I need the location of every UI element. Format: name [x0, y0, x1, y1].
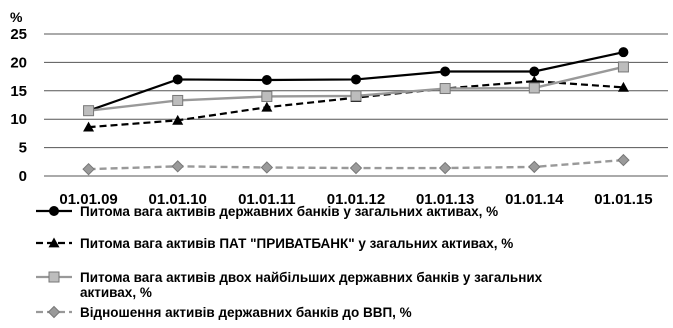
x-tick-label: 01.01.10	[149, 191, 207, 208]
legend-label: Відношення активів державних банків до В…	[80, 305, 412, 320]
x-tick-label: 01.01.15	[594, 191, 652, 208]
data-point	[351, 74, 361, 85]
data-point	[261, 75, 272, 86]
series-4	[82, 153, 630, 176]
data-point	[439, 83, 451, 95]
data-point	[83, 105, 95, 117]
data-point	[617, 61, 629, 73]
data-point	[261, 101, 273, 112]
y-tick-labels: 0 5 10 15 20 25	[10, 26, 27, 185]
legend-item-1: Питома вага активів державних банків у з…	[36, 204, 498, 219]
x-tick-label: 01.01.12	[327, 191, 385, 208]
series-3	[83, 61, 629, 117]
legend-label: Питома вага активів двох найбільших держ…	[80, 270, 543, 285]
y-tick-label: 25	[10, 26, 27, 43]
legend-label: активах, %	[80, 285, 152, 300]
data-point	[172, 74, 183, 85]
data-point	[617, 81, 629, 92]
data-point	[48, 237, 60, 248]
x-tick-label: 01.01.14	[505, 191, 564, 208]
data-point	[82, 162, 95, 176]
data-point	[83, 121, 95, 132]
data-point	[438, 161, 452, 175]
data-point	[260, 161, 274, 174]
legend: Питома вага активів державних банків у з…	[36, 204, 543, 320]
legend-label: Питома вага активів державних банків у з…	[80, 204, 498, 219]
series-1	[83, 47, 629, 116]
series-line	[88, 65, 624, 112]
data-point	[171, 160, 184, 173]
y-tick-label: 10	[10, 111, 27, 128]
data-point	[618, 47, 629, 58]
y-tick-label: 5	[19, 140, 27, 157]
legend-item-4: Відношення активів державних банків до В…	[36, 305, 412, 320]
legend-label: Питома вага активів ПАТ "ПРИВАТБАНК" у з…	[80, 236, 513, 251]
y-tick-label: 0	[19, 168, 27, 185]
data-point	[617, 153, 630, 167]
data-point	[440, 66, 451, 77]
data-point	[528, 160, 541, 174]
data-point	[349, 161, 363, 175]
y-axis-unit: %	[10, 9, 23, 25]
legend-item-3: Питома вага активів двох найбільших держ…	[36, 270, 543, 300]
data-point	[528, 82, 540, 94]
x-tick-label: 01.01.09	[59, 191, 117, 208]
y-tick-label: 20	[10, 54, 27, 71]
y-tick-label: 15	[10, 83, 27, 100]
series-line	[88, 80, 624, 129]
data-point	[48, 271, 60, 283]
x-tick-label: 01.01.11	[238, 191, 296, 208]
data-point	[529, 66, 540, 77]
data-point	[49, 206, 59, 216]
x-tick-labels: 01.01.09 01.01.10 01.01.11 01.01.12 01.01.13…	[59, 191, 652, 208]
data-point	[172, 114, 184, 125]
legend-item-2: Питома вага активів ПАТ "ПРИВАТБАНК" у з…	[36, 236, 513, 251]
series-lines	[82, 47, 630, 176]
data-point	[350, 90, 362, 102]
data-point	[261, 90, 273, 102]
data-point	[172, 94, 184, 106]
x-tick-label: 01.01.13	[416, 191, 474, 208]
data-point	[47, 305, 61, 319]
